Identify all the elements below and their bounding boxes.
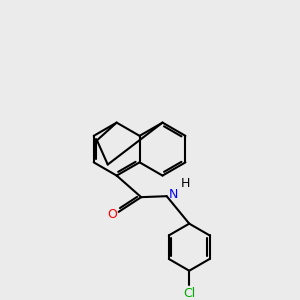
Text: O: O [107,208,117,221]
Text: H: H [180,177,190,190]
Text: Cl: Cl [183,287,195,300]
Text: N: N [169,188,178,201]
